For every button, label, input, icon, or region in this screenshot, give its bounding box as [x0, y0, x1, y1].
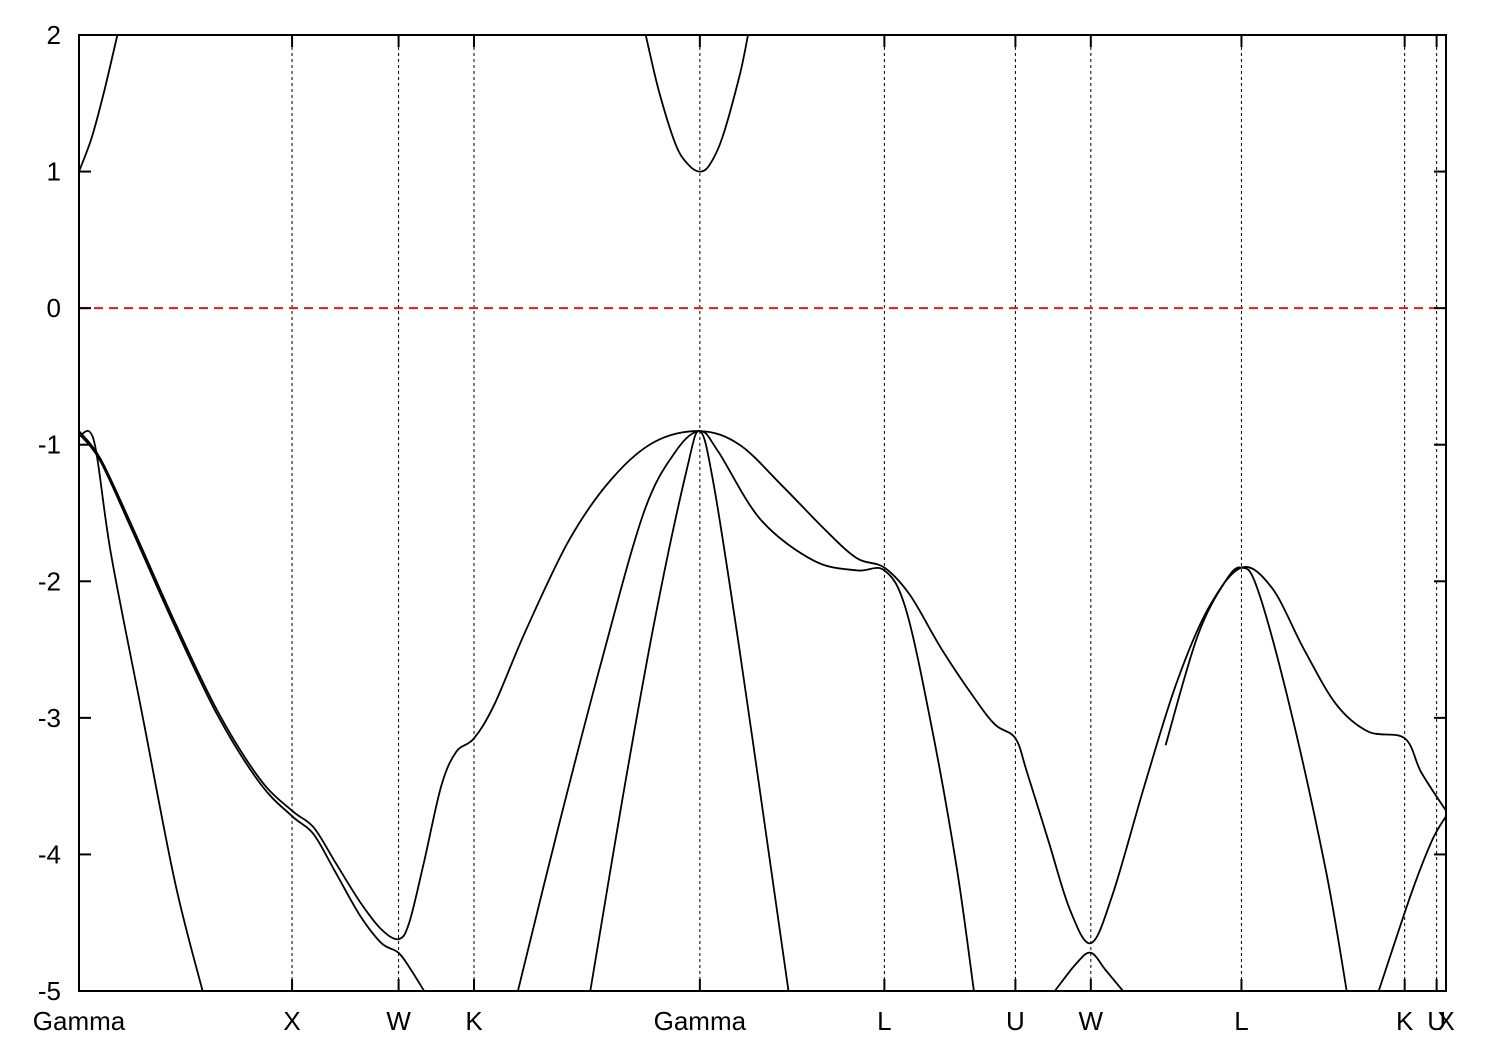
y-tick-label: 1: [47, 157, 61, 187]
y-tick-label: -5: [38, 976, 61, 1006]
x-tick-label: U: [1006, 1006, 1025, 1036]
band-line-9: [1164, 566, 1348, 991]
x-tick-label: K: [1396, 1006, 1414, 1036]
band-line-1: [79, 35, 119, 172]
x-tick-label: X: [283, 1006, 300, 1036]
y-tick-label: 2: [47, 20, 61, 50]
x-tick-label: L: [877, 1006, 891, 1036]
x-tick-label: X: [1437, 1006, 1454, 1036]
y-tick-label: -2: [38, 566, 61, 596]
high-symmetry-lines: [291, 35, 1438, 991]
x-axis-labels: Gamma X W K Gamma L U W L K UX: [33, 1006, 1455, 1036]
y-tick-label: -4: [38, 839, 61, 869]
x-tick-label: Gamma: [33, 1006, 126, 1036]
x-tick-label: W: [386, 1006, 411, 1036]
band-line-10: [1377, 815, 1446, 991]
band-line-3: [79, 430, 1446, 945]
x-tick-label: K: [465, 1006, 483, 1036]
band-line-6: [517, 430, 975, 991]
band-series: [79, 35, 1446, 991]
band-line-4: [79, 433, 425, 991]
band-line-2: [644, 35, 749, 173]
y-tick-label: -3: [38, 703, 61, 733]
y-tick-label: -1: [38, 430, 61, 460]
y-tick-label: 0: [47, 293, 61, 323]
y-axis-ticks: 2 1 0 -1 -2 -3 -4 -5: [38, 20, 1446, 1006]
plot-frame: [78, 34, 1447, 992]
x-tick-label: U: [1427, 1006, 1446, 1036]
band-line-7: [589, 429, 790, 991]
x-tick-label: W: [1079, 1006, 1104, 1036]
band-line-5: [79, 429, 204, 991]
x-tick-label: L: [1234, 1006, 1248, 1036]
band-line-8: [1054, 951, 1124, 991]
x-tick-label: Gamma: [654, 1006, 747, 1036]
